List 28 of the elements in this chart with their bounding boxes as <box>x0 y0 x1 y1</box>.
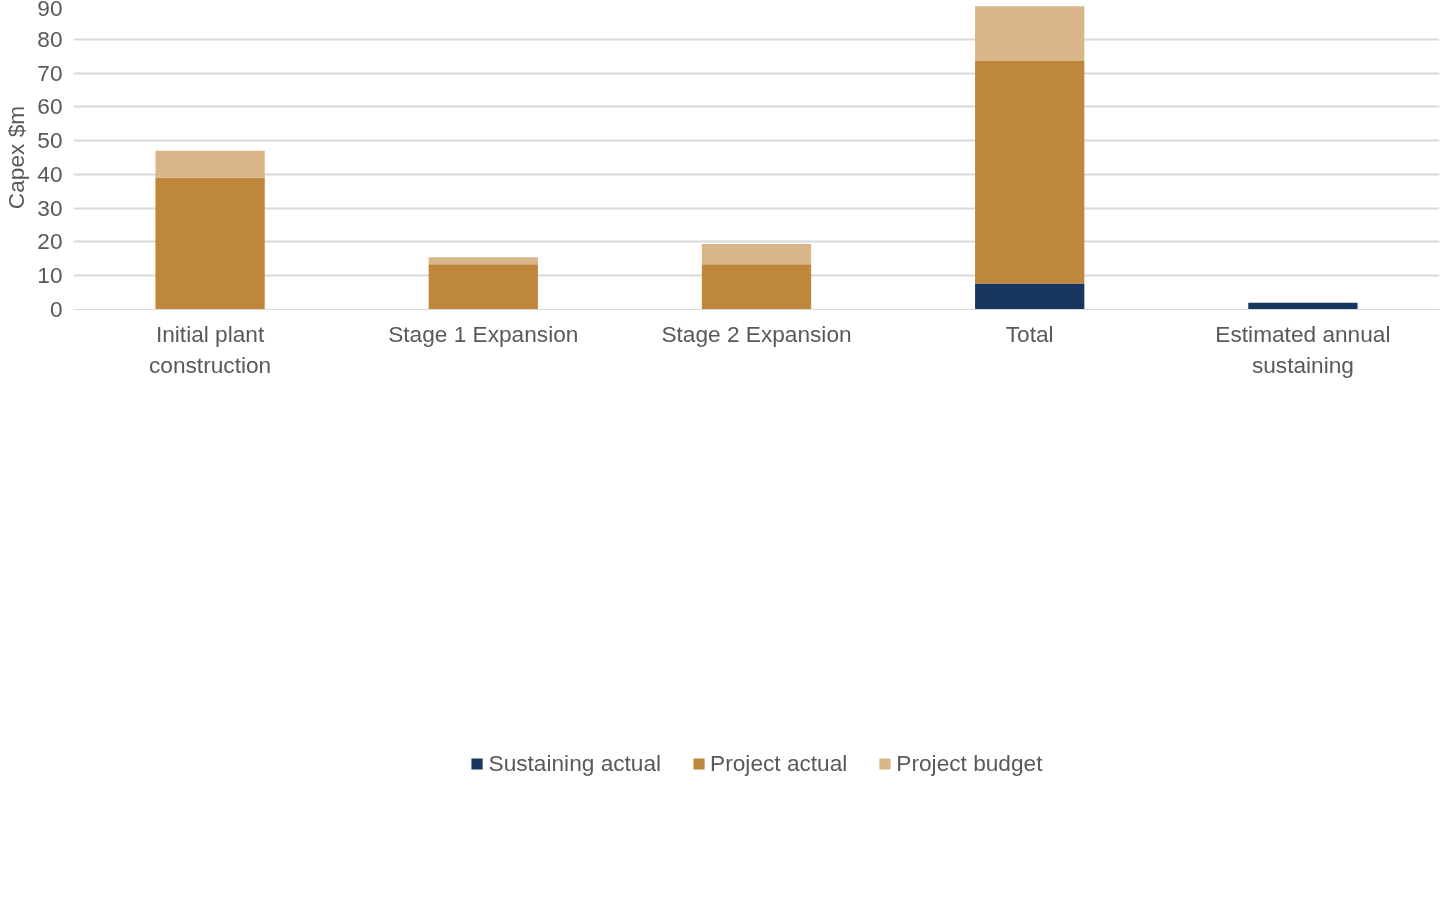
y-tick-label: 0 <box>49 296 63 322</box>
x-tick-label: Initial plant construction <box>149 320 272 378</box>
legend-label: Project actual <box>710 749 848 777</box>
y-tick-label: 90 <box>37 0 63 21</box>
bar <box>701 243 812 265</box>
bar <box>701 264 812 310</box>
y-axis-title: Capex $m <box>3 105 30 210</box>
legend-label: Sustaining actual <box>488 749 662 777</box>
x-tick-label: Estimated annual sustaining <box>1215 320 1391 378</box>
x-tick-label: Stage 1 Expansion <box>388 320 579 347</box>
legend-label: Project budget <box>896 749 1043 777</box>
bar <box>155 177 265 310</box>
bar <box>428 257 538 265</box>
bar <box>975 60 1085 284</box>
y-tick-label: 30 <box>37 194 63 221</box>
bar <box>428 264 538 310</box>
y-tick-label: 60 <box>37 93 63 120</box>
bar <box>975 6 1085 61</box>
bar <box>975 283 1085 310</box>
x-tick-label: Stage 2 Expansion <box>661 320 852 347</box>
y-tick-label: 80 <box>37 25 63 52</box>
y-tick-label: 10 <box>37 262 63 289</box>
y-tick-label: 50 <box>37 127 63 154</box>
y-tick-label: 70 <box>37 59 63 86</box>
y-tick-label: 20 <box>37 228 63 255</box>
x-tick-label: Total <box>1005 320 1054 347</box>
y-tick-label: 40 <box>37 160 63 187</box>
bar <box>155 150 265 178</box>
